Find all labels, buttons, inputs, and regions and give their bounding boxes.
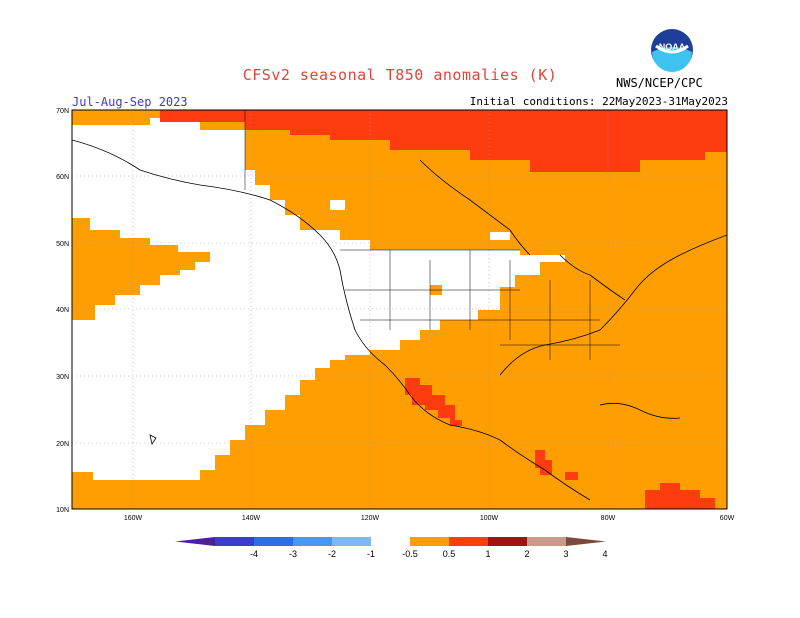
lat-label-40n: 40N bbox=[56, 307, 69, 314]
colorbar-tick-label: 4 bbox=[602, 549, 607, 559]
agency-label: NWS/NCEP/CPC bbox=[616, 76, 703, 90]
season-label: Jul-Aug-Sep 2023 bbox=[72, 95, 188, 109]
colorbar-segment bbox=[449, 537, 488, 546]
colorbar-tick-label: -4 bbox=[250, 549, 258, 559]
colorbar-tick-label: -3 bbox=[289, 549, 297, 559]
colorbar-tick-label: 2 bbox=[524, 549, 529, 559]
colorbar-arrow-low bbox=[175, 537, 215, 546]
lon-label-80w: 80W bbox=[601, 515, 616, 522]
lat-label-20n: 20N bbox=[56, 441, 69, 448]
coastlines bbox=[72, 139, 727, 501]
lat-label-30n: 30N bbox=[56, 374, 69, 381]
graticule bbox=[72, 110, 727, 509]
colorbar-segment bbox=[527, 537, 566, 546]
neutral-region-alaska bbox=[72, 125, 260, 225]
colorbar-tick-label: -0.5 bbox=[402, 549, 418, 559]
lon-label-100w: 100W bbox=[480, 515, 499, 522]
colorbar-segment bbox=[215, 537, 254, 546]
colorbar-tick-label: 3 bbox=[563, 549, 568, 559]
lat-label-50n: 50N bbox=[56, 241, 69, 248]
lon-label-140w: 140W bbox=[242, 515, 261, 522]
lon-label-60w: 60W bbox=[720, 515, 735, 522]
noaa-logo-text: NOAA bbox=[659, 42, 686, 52]
colorbar-segment bbox=[254, 537, 293, 546]
colorbar-tick-label: -2 bbox=[328, 549, 336, 559]
colorbar-tick-label: 1 bbox=[485, 549, 490, 559]
anomaly-1-2-mexico bbox=[405, 378, 462, 426]
anomaly-1-2-south-america bbox=[645, 483, 715, 509]
lat-label-10n: 10N bbox=[56, 507, 69, 514]
map-frame bbox=[71, 109, 728, 510]
anomaly-1-2-central-america bbox=[535, 450, 578, 480]
political-boundaries bbox=[244, 110, 620, 360]
lon-label-120w: 120W bbox=[361, 515, 380, 522]
colorbar-segment bbox=[293, 537, 332, 546]
colorbar-segment bbox=[332, 537, 371, 546]
colorbar-segment bbox=[488, 537, 527, 546]
lat-label-70n: 70N bbox=[56, 108, 69, 115]
colorbar: -4 -3 -2 -1 -0.5 0.5 1 2 3 4 bbox=[175, 537, 608, 559]
neutral-region-north-canada bbox=[330, 200, 510, 240]
anomaly-1-2-arctic bbox=[160, 110, 727, 172]
noaa-logo: NOAA bbox=[651, 29, 693, 72]
map-title: CFSv2 seasonal T850 anomalies (K) bbox=[242, 66, 558, 84]
lon-label-160w: 160W bbox=[124, 515, 143, 522]
initial-conditions-label: Initial conditions: 22May2023-31May2023 bbox=[469, 95, 728, 108]
colorbar-segment bbox=[371, 537, 410, 546]
lat-label-60n: 60N bbox=[56, 174, 69, 181]
colorbar-arrow-high bbox=[566, 537, 606, 546]
colorbar-segment bbox=[410, 537, 449, 546]
colorbar-tick-label: 0.5 bbox=[443, 549, 456, 559]
colorbar-tick-label: -1 bbox=[367, 549, 375, 559]
